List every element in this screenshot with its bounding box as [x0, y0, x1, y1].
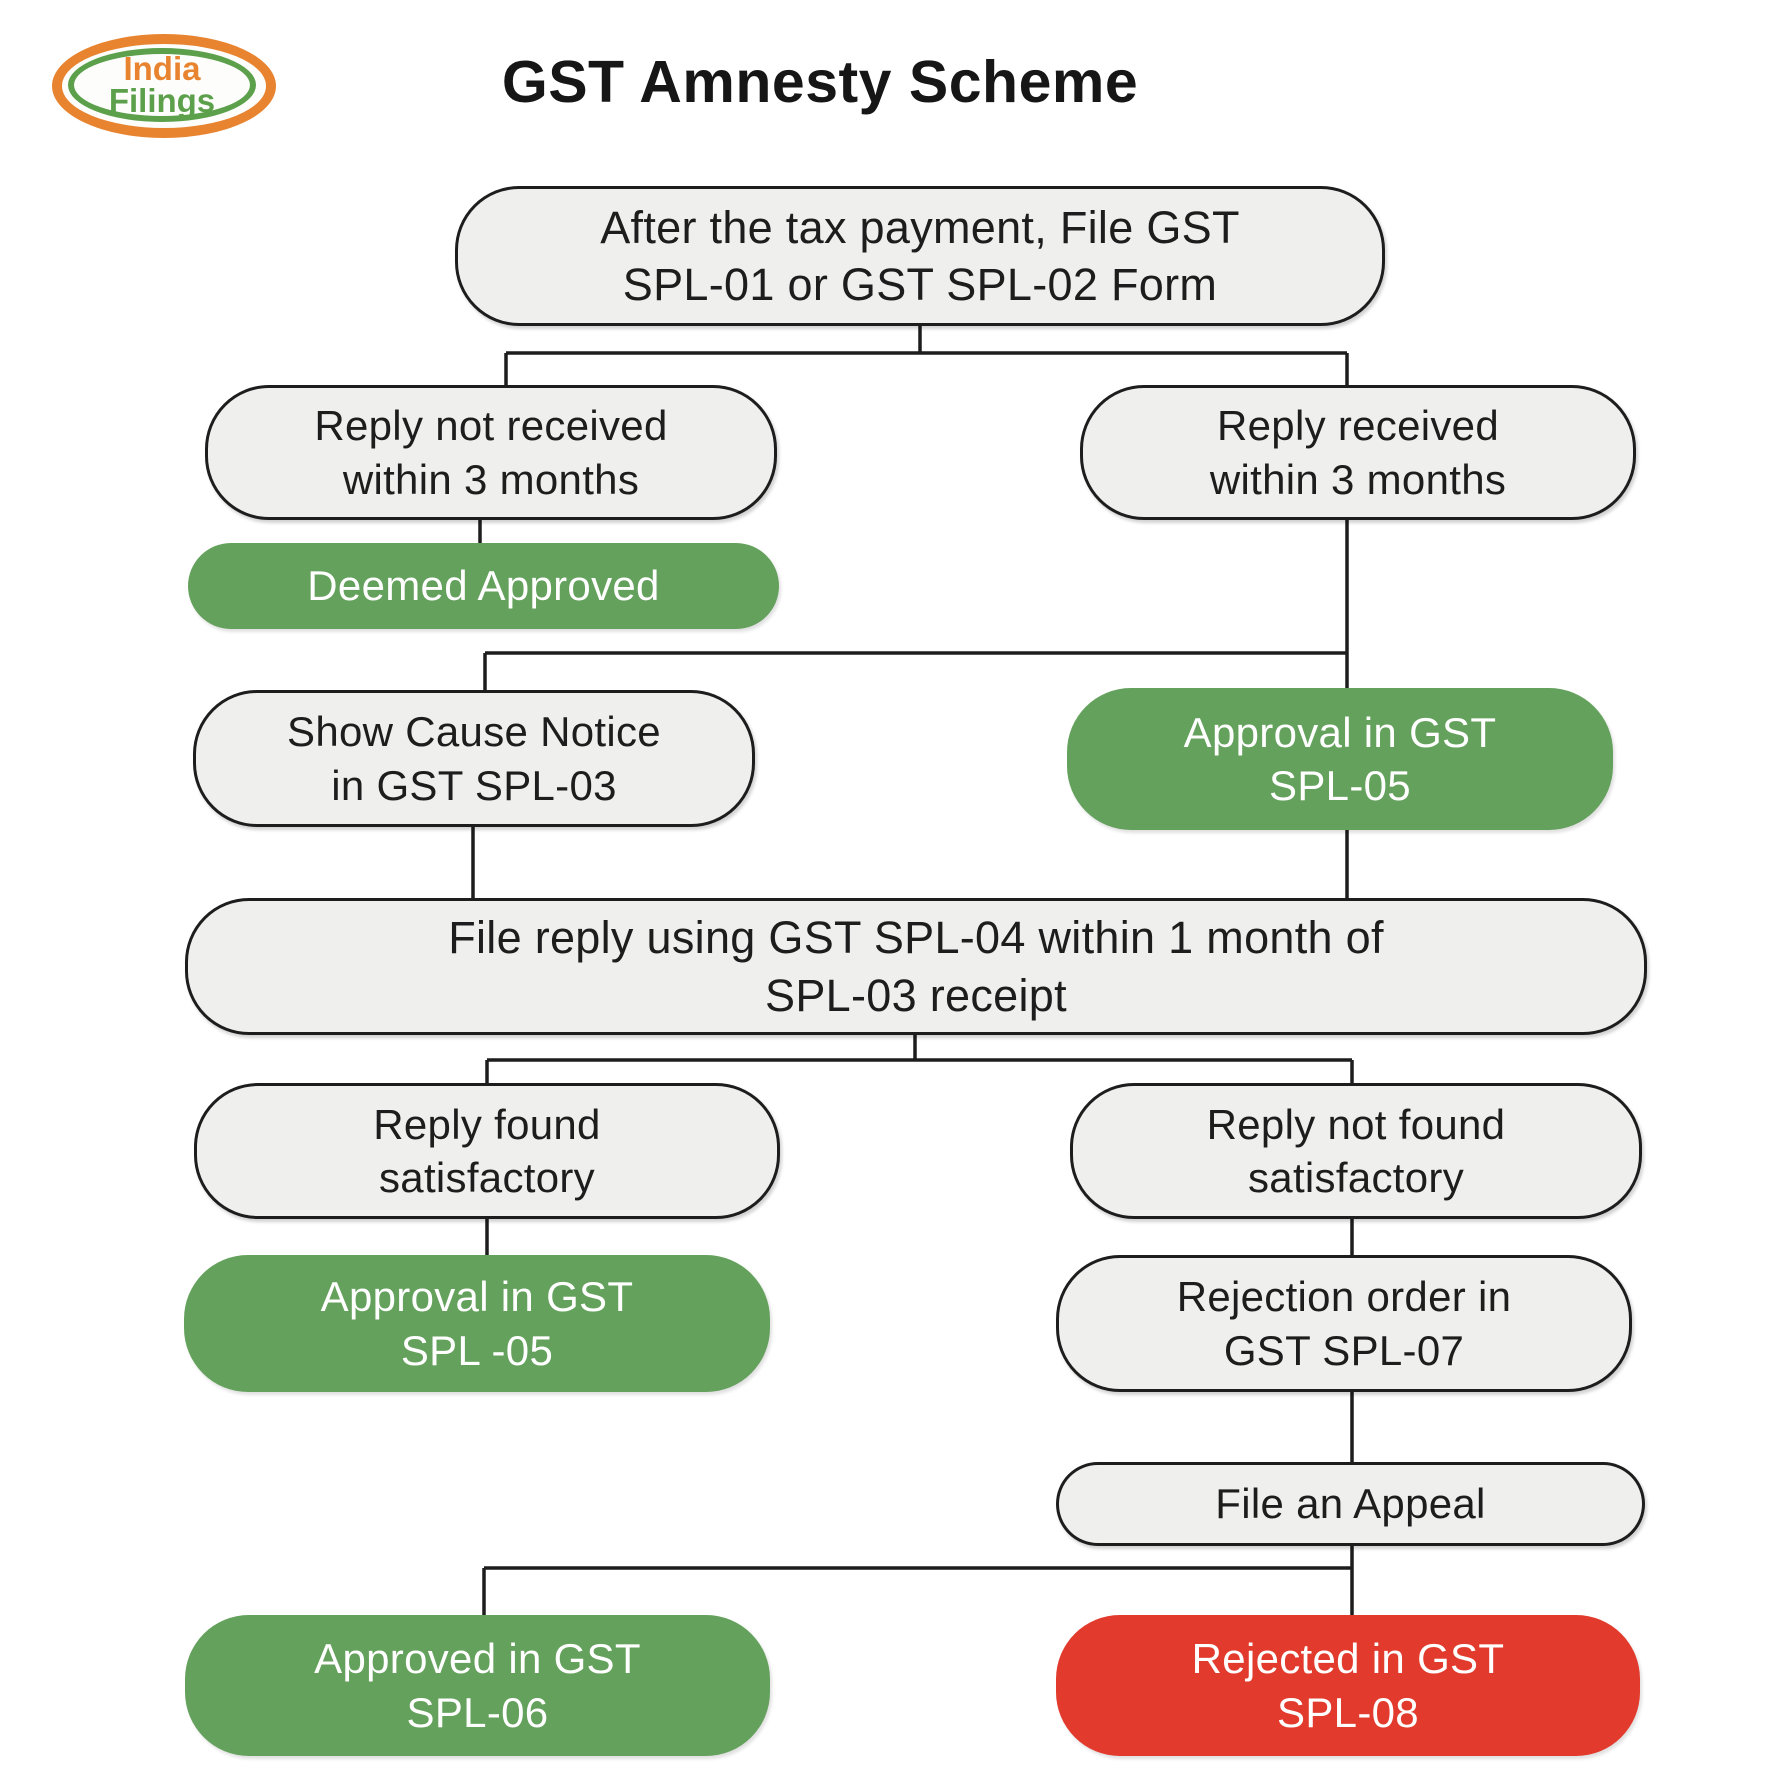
node-approval-spl05: Approval in GST SPL-05 — [1067, 688, 1613, 830]
page-title: GST Amnesty Scheme — [501, 49, 1139, 115]
node-show-cause-notice: Show Cause Notice in GST SPL-03 — [193, 690, 755, 827]
logo-text-filings: Filings — [108, 82, 216, 119]
node-deemed-approved-label: Deemed Approved — [307, 562, 660, 610]
node-approved-spl06: Approved in GST SPL-06 — [185, 1615, 770, 1756]
logo-text: India Filings — [108, 49, 216, 119]
node-approved-spl06-label: Approved in GST SPL-06 — [314, 1635, 641, 1736]
node-deemed-approved: Deemed Approved — [188, 543, 779, 629]
node-rejected-spl08: Rejected in GST SPL-08 — [1056, 1615, 1640, 1756]
node-reply-not-received-label: Reply not received within 3 months — [314, 402, 668, 503]
indiafilings-logo: India Filings — [52, 34, 276, 138]
logo-text-india: India — [123, 49, 201, 87]
node-file-reply-spl04-label: File reply using GST SPL-04 within 1 mon… — [448, 912, 1384, 1021]
node-file-reply-spl04: File reply using GST SPL-04 within 1 mon… — [185, 898, 1647, 1035]
node-file-appeal-label: File an Appeal — [1215, 1480, 1486, 1528]
node-approval-spl05-left: Approval in GST SPL -05 — [184, 1255, 770, 1392]
node-approval-spl05-label: Approval in GST SPL-05 — [1183, 708, 1497, 809]
node-start-label: After the tax payment, File GST SPL-01 o… — [600, 201, 1240, 310]
node-approval-spl05-left-label: Approval in GST SPL -05 — [320, 1273, 634, 1374]
node-file-appeal: File an Appeal — [1056, 1462, 1645, 1546]
node-show-cause-notice-label: Show Cause Notice in GST SPL-03 — [287, 708, 661, 809]
node-start: After the tax payment, File GST SPL-01 o… — [455, 186, 1385, 326]
connector-paths — [471, 326, 1354, 1616]
node-reply-not-found-satisfactory: Reply not found satisfactory — [1070, 1083, 1642, 1219]
node-reply-found-satisfactory-label: Reply found satisfactory — [373, 1100, 601, 1201]
node-reply-received-label: Reply received within 3 months — [1209, 402, 1507, 503]
node-rejected-spl08-label: Rejected in GST SPL-08 — [1191, 1635, 1505, 1736]
node-reply-received: Reply received within 3 months — [1080, 385, 1636, 520]
node-rejection-spl07-label: Rejection order in GST SPL-07 — [1176, 1273, 1512, 1374]
node-reply-not-received: Reply not received within 3 months — [205, 385, 777, 520]
node-reply-found-satisfactory: Reply found satisfactory — [194, 1083, 780, 1219]
logo-inner-ring: India Filings — [68, 48, 256, 122]
node-reply-not-found-satisfactory-label: Reply not found satisfactory — [1206, 1100, 1506, 1201]
node-rejection-spl07: Rejection order in GST SPL-07 — [1056, 1255, 1632, 1392]
